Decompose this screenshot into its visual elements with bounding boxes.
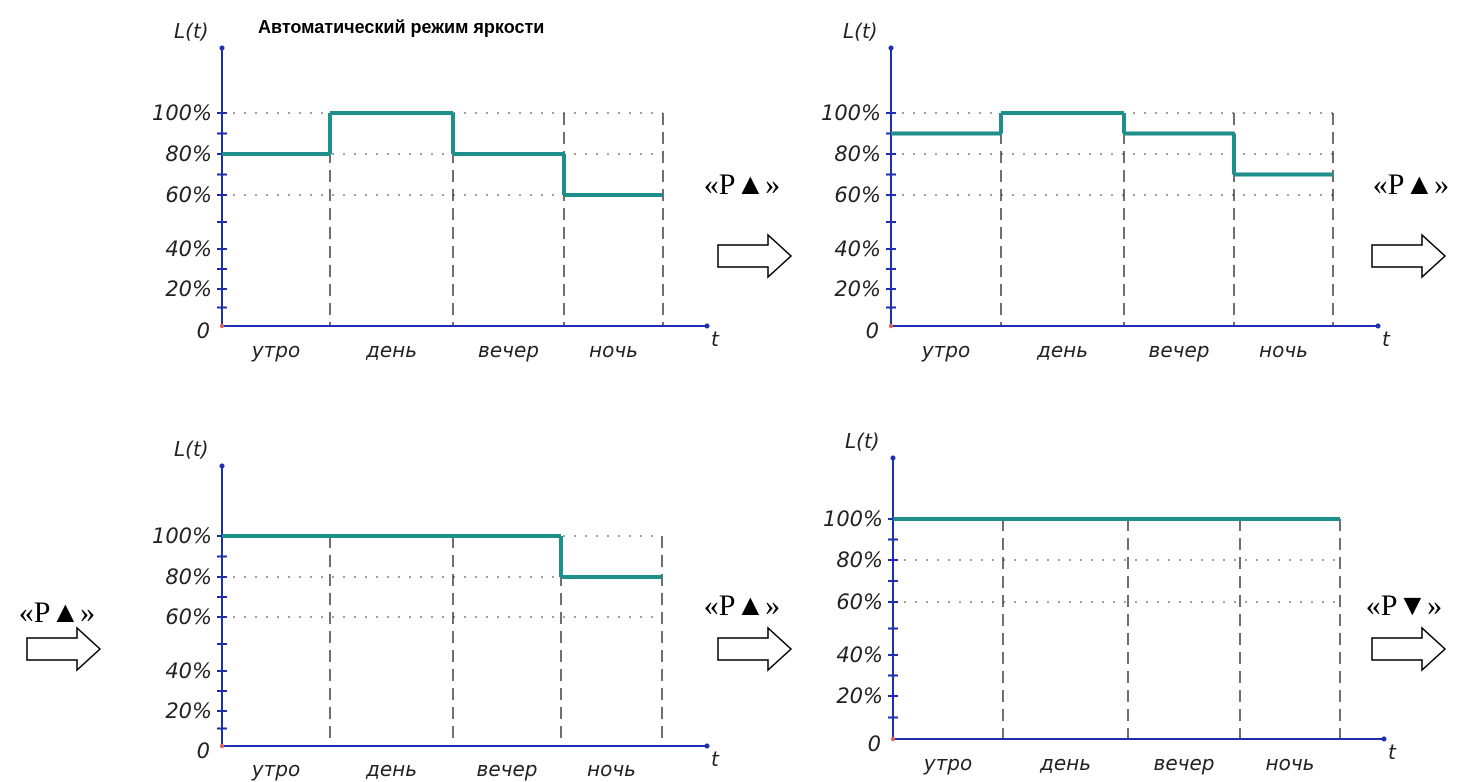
chart-3: 20% 40% 60% 80% 100% 0 L(t) t утро день вечер ночь: [152, 437, 720, 781]
x-axis-title: t: [1388, 740, 1397, 764]
x-category-label: утро: [923, 751, 972, 775]
origin-marker: [219, 323, 225, 329]
y-tick-label: 60%: [165, 605, 212, 629]
chart-4: 20% 40% 60% 80% 100% 0 L(t) t утро день вечер ночь: [823, 429, 1397, 775]
y-tick-label: 80%: [836, 548, 883, 572]
y-tick-label: 20%: [165, 699, 212, 723]
origin-marker: [890, 736, 896, 742]
y-tick-label: 40%: [165, 237, 212, 261]
transition-5: «P▼»: [1366, 589, 1447, 672]
x-axis-title: t: [711, 747, 720, 771]
y-tick-label: 100%: [823, 507, 883, 531]
x-axis-title: t: [711, 327, 720, 351]
right-arrow-icon: [26, 626, 102, 672]
x-category-label: ночь: [1259, 338, 1308, 362]
origin-marker: [219, 743, 225, 749]
x-axis-arrowhead: [704, 743, 710, 749]
x-category-label: ночь: [587, 757, 636, 781]
x-category-label: утро: [921, 338, 970, 362]
y-axis-arrowhead: [888, 45, 894, 51]
chart-1: 20% 40% 60% 80% 100% 0 L(t) t утро день вечер ночь: [152, 19, 720, 362]
x-category-label: день: [365, 757, 417, 781]
x-category-label: утро: [251, 338, 300, 362]
y-axis-title: L(t): [174, 437, 209, 461]
y-tick-label: 100%: [821, 101, 881, 125]
button-press-label: «P▲»: [704, 168, 780, 201]
y-tick-label: 40%: [836, 643, 883, 667]
figure-title: Автоматический режим яркости: [258, 17, 544, 37]
origin-label: 0: [866, 319, 879, 343]
y-tick-label: 100%: [152, 101, 212, 125]
transitions-layer: «P▲» «P▲» «P▲» «P▲» «P▼»: [19, 168, 1449, 672]
x-category-label: день: [1039, 751, 1091, 775]
y-tick-label: 20%: [836, 684, 883, 708]
x-category-label: вечер: [478, 338, 539, 362]
chart-2: 20% 40% 60% 80% 100% 0 L(t) t утро день вечер ночь: [821, 19, 1391, 362]
right-arrow-icon: [1371, 626, 1447, 672]
y-tick-label: 100%: [152, 524, 212, 548]
y-tick-label: 80%: [834, 142, 881, 166]
y-tick-label: 40%: [165, 659, 212, 683]
transition-1: «P▲»: [704, 168, 793, 279]
y-tick-label: 60%: [165, 183, 212, 207]
button-press-label: «P▲»: [1373, 168, 1449, 201]
origin-marker: [888, 323, 894, 329]
x-axis-title: t: [1382, 327, 1391, 351]
x-category-label: вечер: [1154, 751, 1215, 775]
y-tick-label: 20%: [834, 277, 881, 301]
y-tick-label: 80%: [165, 565, 212, 589]
y-tick-label: 60%: [834, 183, 881, 207]
button-press-label: «P▲»: [704, 589, 780, 622]
y-axis-title: L(t): [845, 429, 880, 453]
x-category-label: вечер: [477, 757, 538, 781]
transition-3: «P▲»: [19, 596, 102, 672]
right-arrow-icon: [717, 626, 793, 672]
y-axis-arrowhead: [219, 463, 225, 469]
button-press-label: «P▼»: [1366, 589, 1442, 622]
right-arrow-icon: [717, 233, 793, 279]
x-axis-arrowhead: [704, 323, 710, 329]
x-category-label: утро: [251, 757, 300, 781]
button-press-label: «P▲»: [19, 596, 95, 629]
x-category-label: ночь: [1266, 751, 1315, 775]
transition-4: «P▲»: [704, 589, 793, 672]
right-arrow-icon: [1371, 233, 1447, 279]
origin-label: 0: [197, 319, 210, 343]
x-category-label: день: [365, 338, 417, 362]
y-tick-label: 80%: [165, 142, 212, 166]
y-axis-arrowhead: [219, 45, 225, 51]
y-tick-label: 20%: [165, 277, 212, 301]
y-axis-title: L(t): [843, 19, 878, 43]
y-axis-title: L(t): [174, 19, 209, 43]
x-axis-arrowhead: [1381, 736, 1387, 742]
x-category-label: вечер: [1149, 338, 1210, 362]
x-category-label: ночь: [589, 338, 638, 362]
y-tick-label: 60%: [836, 590, 883, 614]
origin-label: 0: [197, 739, 210, 763]
x-category-label: день: [1036, 338, 1088, 362]
x-axis-arrowhead: [1375, 323, 1381, 329]
y-tick-label: 40%: [834, 237, 881, 261]
y-axis-arrowhead: [890, 455, 896, 461]
transition-2: «P▲»: [1371, 168, 1449, 279]
origin-label: 0: [868, 732, 881, 756]
